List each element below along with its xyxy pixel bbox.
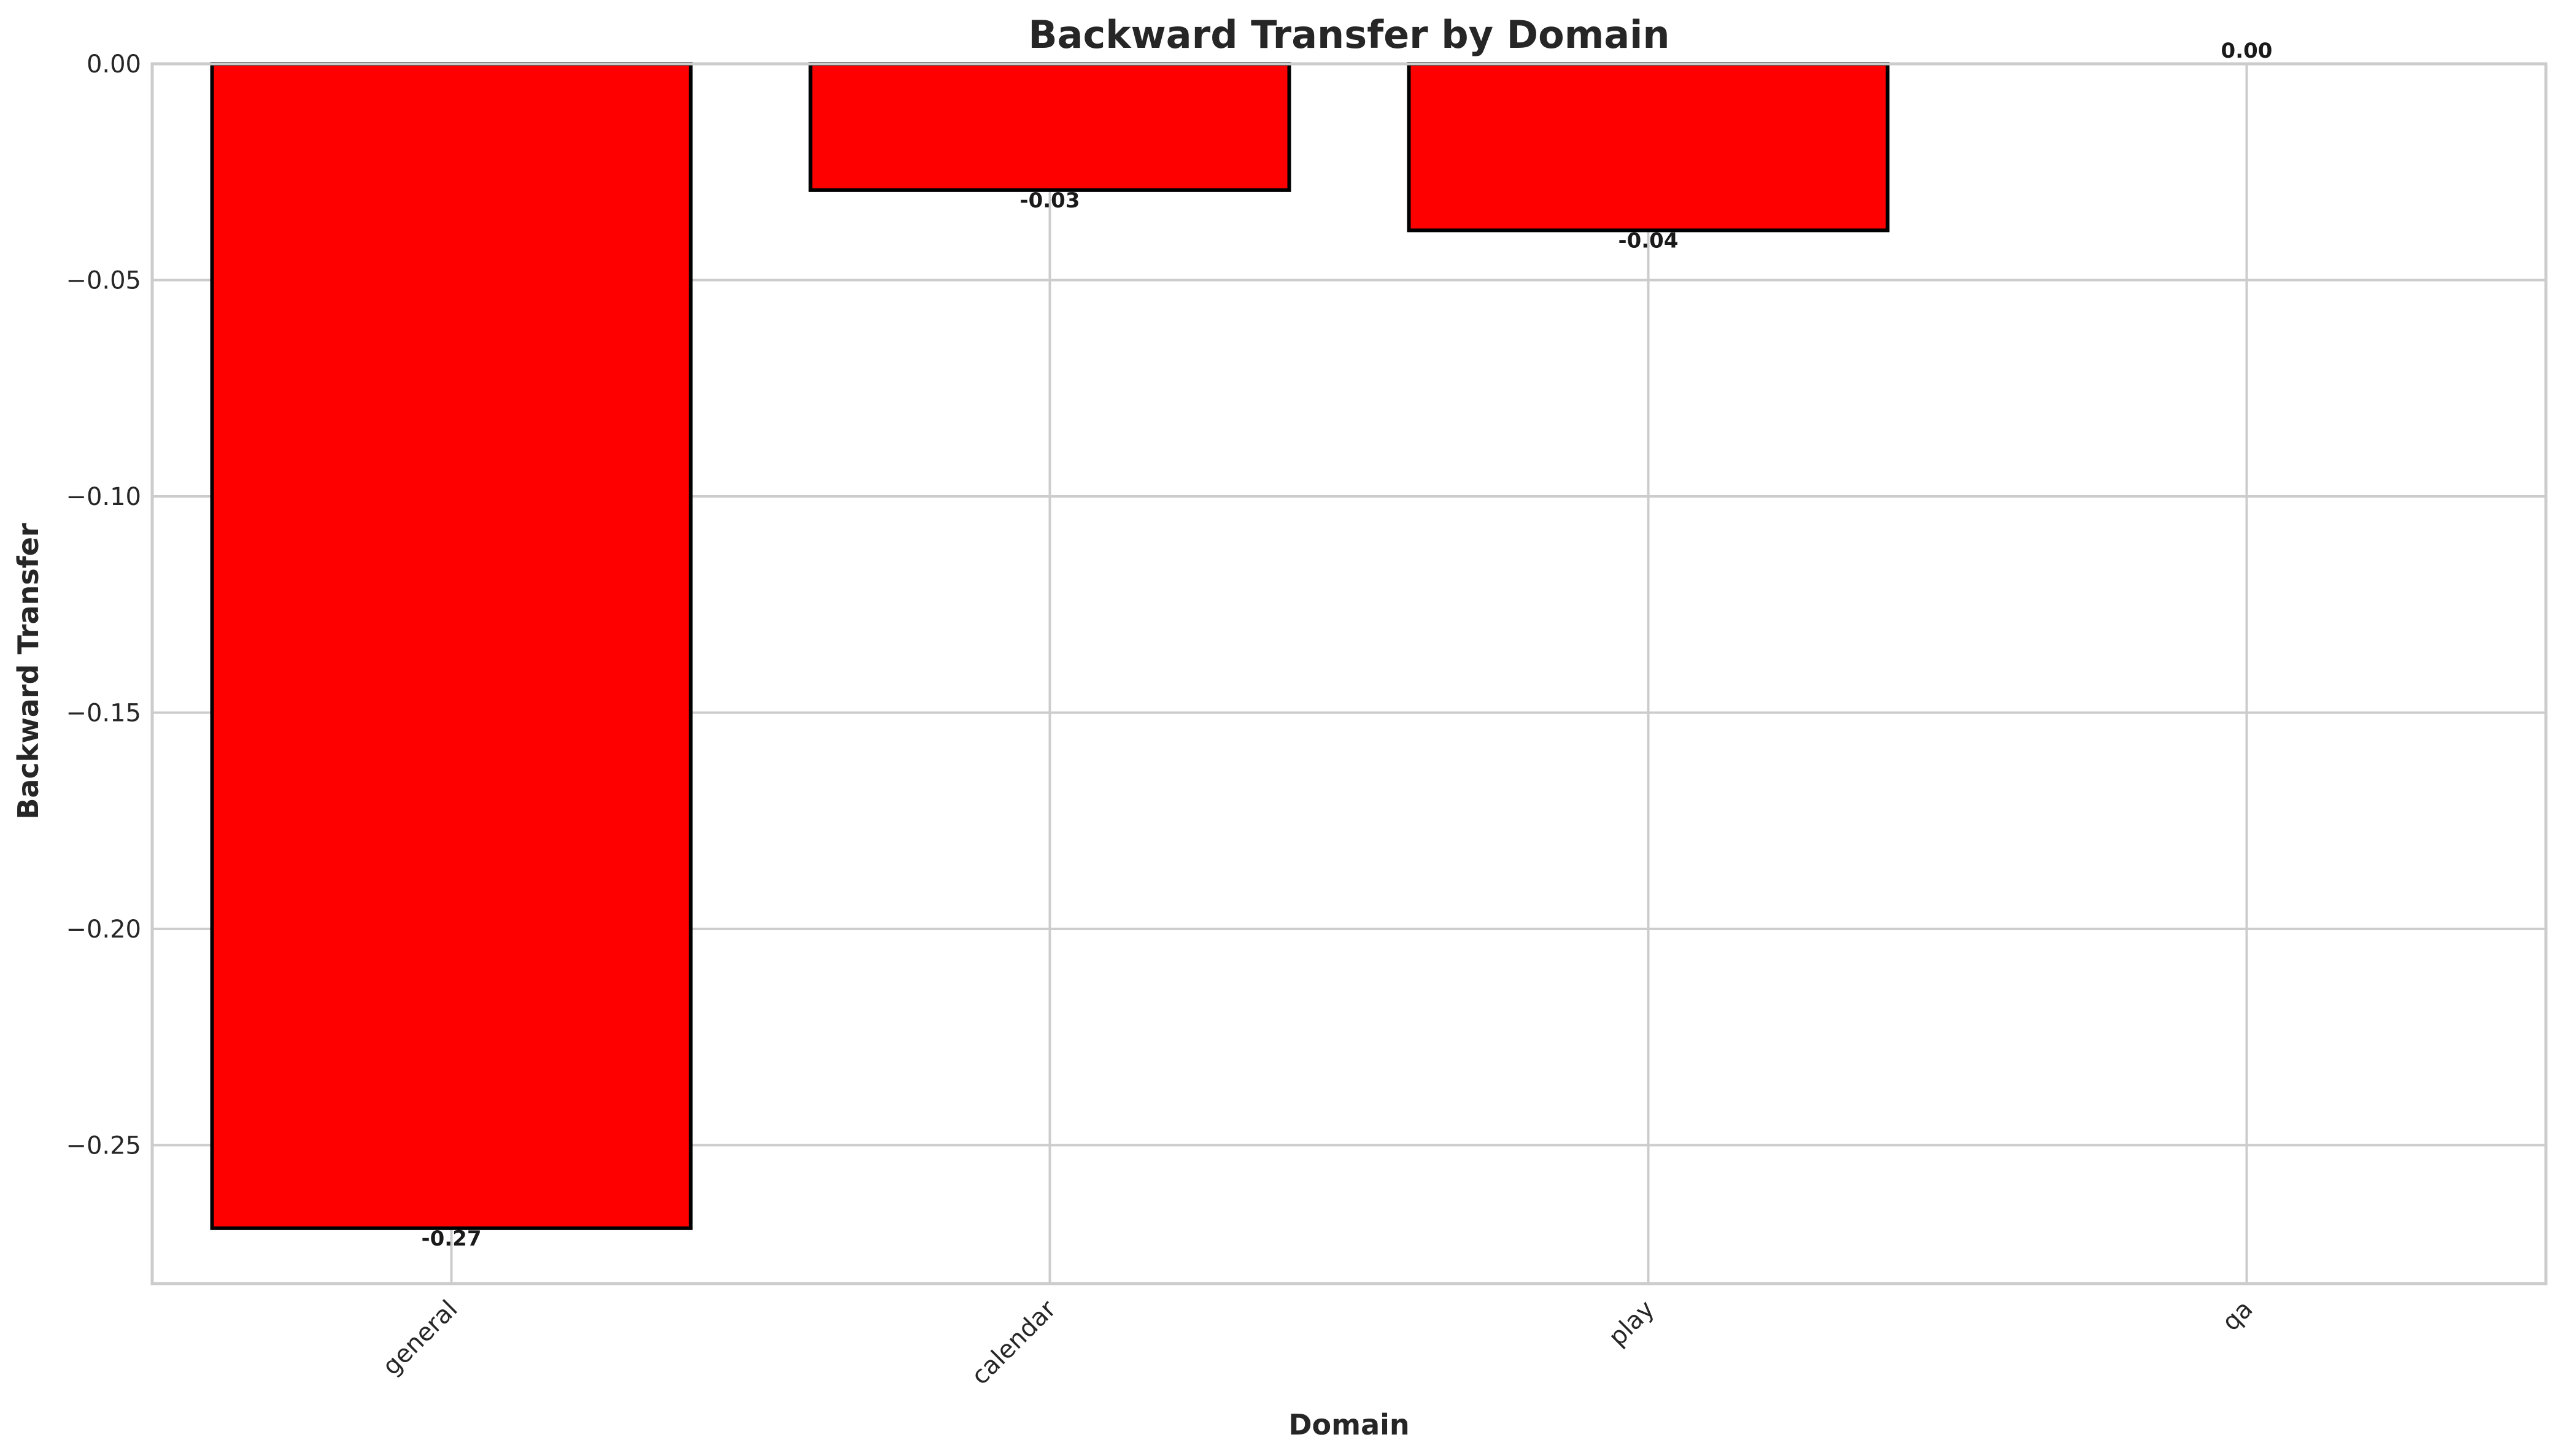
y-tick-label: −0.10 — [66, 483, 141, 511]
x-axis-label: Domain — [1288, 1408, 1409, 1441]
data-label-calendar: -0.03 — [1020, 188, 1080, 213]
data-label-qa: 0.00 — [2221, 39, 2273, 63]
x-tick-label-qa: qa — [2217, 1295, 2259, 1337]
y-tick-label: −0.25 — [66, 1131, 141, 1160]
y-tick-label: 0.00 — [87, 50, 141, 79]
y-tick-label: −0.20 — [66, 915, 141, 944]
x-tick-labels: general calendar play qa — [377, 1295, 2259, 1390]
chart-title: Backward Transfer by Domain — [1028, 12, 1669, 57]
x-tick-label-calendar: calendar — [966, 1295, 1062, 1390]
data-labels: -0.27 -0.03 -0.04 0.00 — [422, 39, 2273, 1251]
plot-frame — [150, 62, 2548, 1285]
y-tick-label: −0.05 — [66, 266, 141, 295]
x-tick-label-general: general — [377, 1295, 463, 1381]
bar-play — [1407, 62, 1890, 233]
y-axis-label: Backward Transfer — [12, 523, 45, 820]
y-tick-labels: 0.00 −0.05 −0.10 −0.15 −0.20 −0.25 — [66, 50, 141, 1160]
bar-calendar — [808, 62, 1291, 192]
bar-general — [210, 62, 693, 1230]
y-tick-label: −0.15 — [66, 699, 141, 727]
data-label-general: -0.27 — [422, 1227, 482, 1251]
x-tick-label-play: play — [1603, 1295, 1660, 1352]
data-label-play: -0.04 — [1618, 228, 1679, 253]
